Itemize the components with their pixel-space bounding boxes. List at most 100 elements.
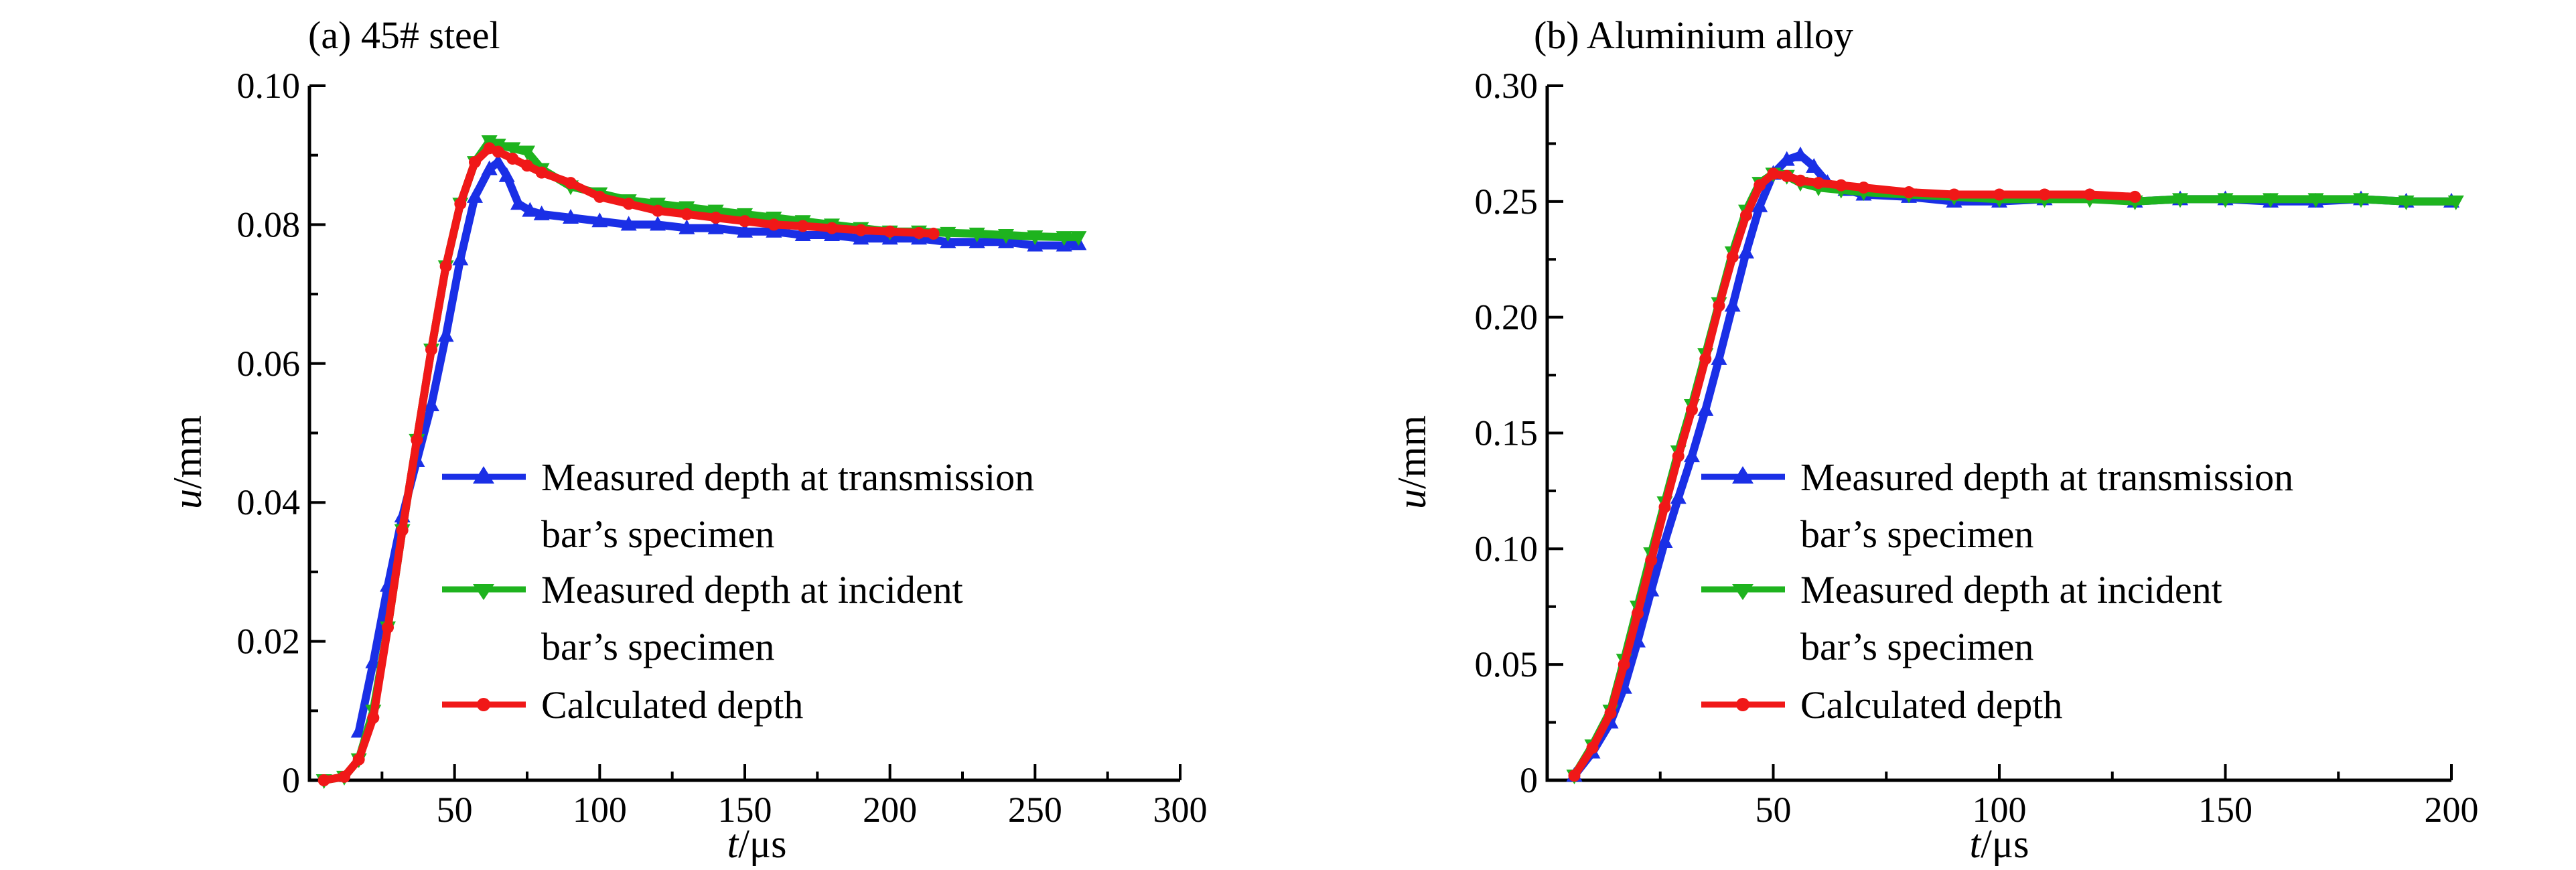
- panel-a-series-calculated-point: [855, 224, 867, 236]
- panel-a-series-calculated-point: [739, 215, 751, 228]
- panel-b-x-tick-label: 100: [1973, 790, 2027, 830]
- panel-a-series-transmission-point: [423, 396, 439, 412]
- panel-a-axes: [307, 86, 1180, 782]
- panel-a-series-calculated-point: [593, 190, 606, 203]
- panel-b-title: (b) Aluminium alloy: [1534, 13, 1853, 57]
- panel-b-series-calculated-point: [1713, 299, 1725, 312]
- panel-b-series-calculated-point: [1754, 179, 1766, 192]
- panel-b-y-tick-label: 0: [1520, 760, 1538, 800]
- panel-a-series-calculated-point: [469, 156, 481, 169]
- panel-b-series-transmission-point: [1670, 489, 1687, 504]
- panel-b-y-tick-label: 0.05: [1475, 644, 1539, 684]
- panel-a-series-calculated-point: [709, 212, 722, 224]
- panel-a-series-transmission-point: [522, 202, 539, 217]
- panel-b-series-calculated-point: [1686, 403, 1698, 416]
- panel-a-series-calculated-point: [492, 145, 504, 158]
- panel-a-series-calculated-point: [913, 226, 925, 239]
- panel-a-series-transmission-point: [481, 160, 498, 175]
- panel-a-series-incident-point: [1056, 231, 1072, 246]
- panel-b-y-tick-label: 0.10: [1475, 528, 1539, 569]
- panel-b-series-incident-point: [2217, 193, 2234, 208]
- panel-a-x-tick-label: 250: [1008, 790, 1062, 830]
- panel-a-series-calculated-point: [338, 770, 350, 783]
- panel-b-series-calculated-point: [2129, 190, 2141, 203]
- panel-b-series-calculated-point: [1903, 186, 1915, 199]
- panel-a-series-transmission-line: [354, 158, 1083, 736]
- panel-b-series-incident-point: [2172, 193, 2188, 208]
- legend-b-transmission-marker: [1732, 466, 1754, 484]
- panel-b-series-incident-point: [2447, 195, 2464, 210]
- panel-a-series-transmission-point: [707, 219, 724, 234]
- panel-b-y-axis-title: u/mm: [1390, 415, 1434, 509]
- panel-a-x-axis-title: t/μs: [727, 822, 787, 866]
- panel-a-series-incident-point: [998, 228, 1014, 244]
- panel-a-series-calculated-point: [535, 166, 548, 179]
- panel-b-series-incident-point: [2398, 195, 2415, 210]
- panel-b-series-calculated-point: [1699, 352, 1712, 365]
- panel-a-series-calculated-point: [382, 621, 394, 634]
- panel-a-plot-area: 0 0.02 0.04 0.06 0.08 0.10 50 100 150 200 250 300: [237, 66, 1208, 830]
- panel-a-x-tick-label: 200: [863, 790, 917, 830]
- panel-a-series-transmission-point: [467, 188, 483, 203]
- panel-b-series-calculated-point: [2084, 188, 2096, 201]
- panel-b-y-tick-label: 0.25: [1475, 182, 1539, 222]
- legend-a-transmission-line1: Measured depth at transmission: [541, 455, 1034, 499]
- panel-a-series-calculated-point: [454, 198, 467, 210]
- panel-a-series-transmission-point: [794, 226, 811, 241]
- panel-b-y-tick-label: 0.20: [1475, 297, 1539, 338]
- panel-a-series-calculated-point: [425, 344, 437, 356]
- panel-a-series-transmission-point: [563, 209, 579, 224]
- panel-b: (b) Aluminium alloy 0 0.05 0.10 0.15 0.20 0.2…: [1390, 13, 2479, 866]
- panel-a-series-calculated-point: [411, 433, 423, 446]
- panel-a-x-tick-label: 150: [718, 790, 772, 830]
- panel-b-series-calculated-line: [1570, 169, 2139, 780]
- panel-a-series-incident-point: [969, 227, 985, 242]
- panel-b-series-calculated-point: [1740, 209, 1752, 222]
- panel-a-series-incident-point: [940, 226, 956, 242]
- panel-a-series-transmission-point: [591, 212, 608, 228]
- panel-a-series-calculated-point: [439, 260, 452, 273]
- panel-a-series-calculated-point: [768, 218, 780, 231]
- panel-b-series-calculated-point: [1586, 741, 1599, 754]
- legend-a-calculated-label: Calculated depth: [541, 683, 803, 727]
- legend-b-transmission-line1: Measured depth at transmission: [1800, 455, 2293, 499]
- panel-b-series-calculated-point: [1794, 174, 1806, 187]
- legend-a-transmission-line2: bar’s specimen: [541, 512, 774, 556]
- panel-a-x-tick-label: 300: [1153, 790, 1208, 830]
- panel-b-series-transmission-point: [1724, 297, 1741, 312]
- panel-a-series-calculated-point: [927, 227, 940, 240]
- panel-a-series-transmission-point: [853, 230, 869, 245]
- panel-b-series-calculated-point: [1726, 250, 1739, 263]
- panel-a-series-calculated-point: [317, 774, 330, 786]
- panel-a-y-tick-label: 0.06: [237, 344, 301, 384]
- panel-b-x-tick-label: 150: [2198, 790, 2252, 830]
- panel-a-series-calculated-point: [796, 220, 809, 232]
- panel-a-x-tick-label: 100: [573, 790, 627, 830]
- panel-b-series-transmission-point: [1806, 157, 1822, 173]
- panel-b-series-transmission-point: [1751, 197, 1768, 212]
- legend-b-calculated-marker: [1736, 698, 1749, 711]
- panel-a-y-tick-label: 0: [282, 760, 300, 800]
- panel-b-series-incident-point: [2263, 193, 2279, 208]
- panel-a-series-incident-point: [519, 145, 535, 161]
- legend-a-incident-line1: Measured depth at incident: [541, 568, 963, 611]
- panel-a-series-transmission-point: [437, 327, 454, 342]
- panel-a-y-tick-label: 0.10: [237, 66, 301, 106]
- panel-b-series-incident-point: [2353, 193, 2369, 208]
- panel-b-series-calculated-point: [1658, 501, 1671, 514]
- panel-b-series-calculated-point: [1993, 188, 2005, 201]
- panel-b-series-calculated-point: [2038, 188, 2051, 201]
- legend-a-incident-marker: [473, 584, 494, 600]
- panel-b-series-transmission-point: [1711, 350, 1727, 365]
- panel-b-series-calculated-point: [1645, 554, 1658, 567]
- panel-b-series-transmission-point: [1656, 532, 1673, 548]
- panel-a-series-calculated-point: [506, 152, 519, 165]
- panel-a-series-transmission-point: [510, 195, 526, 210]
- panel-a-series-transmission-point: [737, 222, 753, 238]
- panel-b-x-axis-title: t/μs: [1970, 822, 2029, 866]
- panel-b-series-transmission-point: [1697, 401, 1714, 416]
- panel-a-y-tick-label: 0.08: [237, 204, 301, 244]
- legend-a-calculated-marker: [477, 698, 490, 711]
- panel-b-series-transmission-point: [1792, 146, 1808, 161]
- panel-b-series-transmission-point: [1778, 151, 1795, 166]
